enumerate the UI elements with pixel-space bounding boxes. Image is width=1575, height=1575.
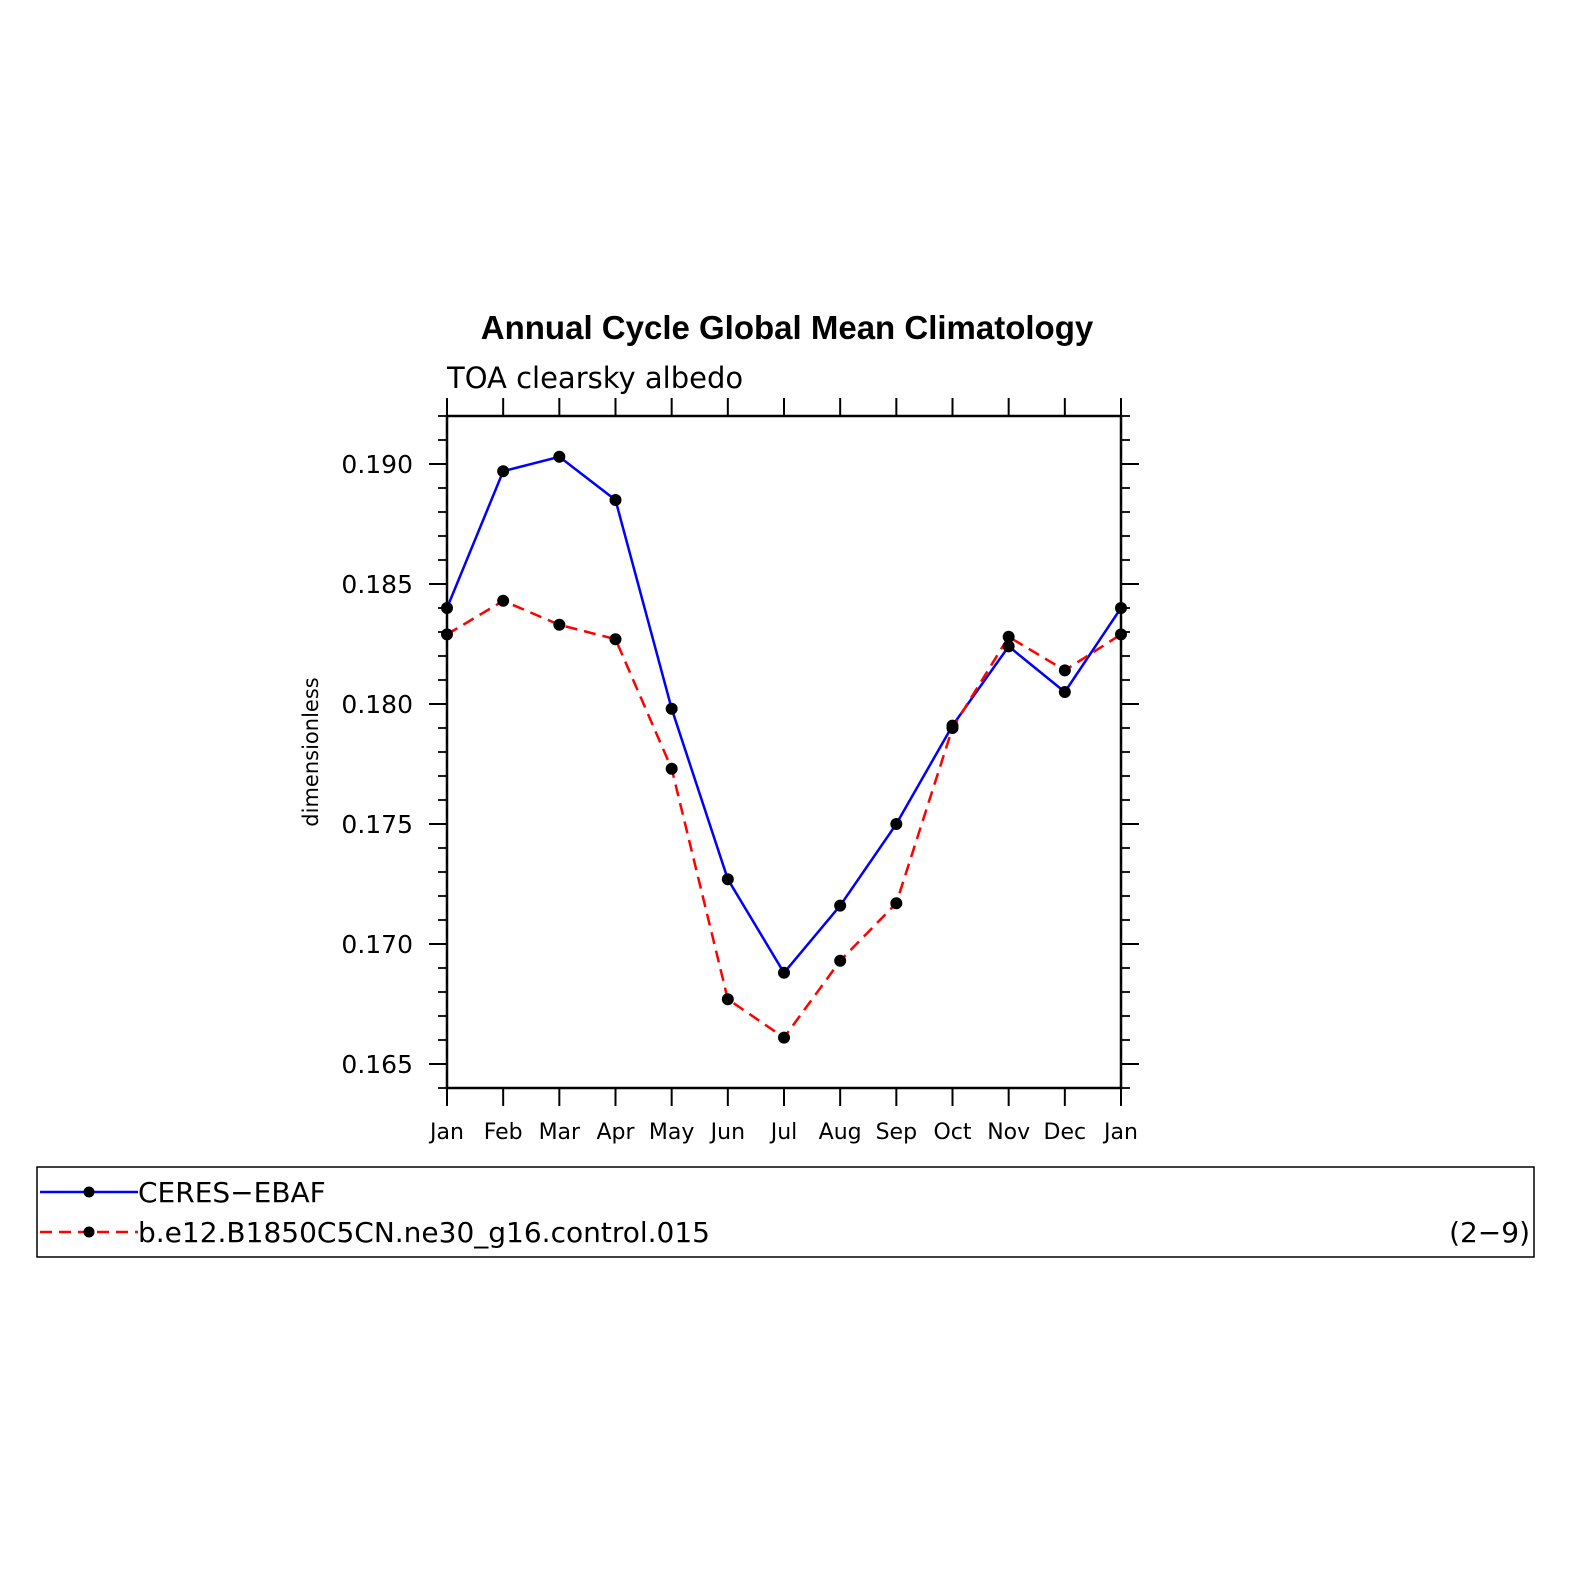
x-tick-label: Jun	[709, 1120, 745, 1145]
x-tick-label: Jan	[1102, 1120, 1138, 1145]
data-point-series-1	[721, 873, 734, 886]
legend-marker-series-2	[83, 1226, 95, 1238]
y-tick-label: 0.165	[341, 1050, 413, 1079]
x-tick-label: Dec	[1044, 1120, 1087, 1145]
series-lines	[445, 455, 1123, 1039]
plot-frame	[445, 414, 1123, 1090]
data-point-series-2	[890, 897, 903, 910]
axes: Jan Feb Mar Apr May Jun Jul Aug Sep Oct Nov Dec Jan 0…	[341, 398, 1139, 1145]
data-point-series-2	[1115, 628, 1127, 641]
data-point-series-1	[553, 450, 566, 463]
x-tick-label: Apr	[596, 1120, 635, 1145]
legend-label-series-2: b.e12.B1850C5CN.ne30_g16.control.015	[138, 1216, 710, 1249]
x-tick-label: Mar	[539, 1120, 581, 1145]
legend-marker-series-1	[83, 1186, 95, 1198]
panel-annotation: (2−9)	[1449, 1216, 1530, 1249]
data-point-series-1	[778, 966, 790, 979]
data-point-series-2	[1058, 664, 1071, 677]
data-point-series-2	[609, 633, 622, 646]
data-point-series-2	[834, 954, 847, 967]
y-tick-label: 0.190	[341, 450, 413, 479]
data-point-series-1	[1058, 686, 1071, 698]
data-point-series-2	[665, 762, 678, 775]
x-tick-label: May	[649, 1120, 694, 1145]
y-tick-label: 0.175	[341, 810, 413, 839]
data-point-series-1	[497, 465, 510, 478]
legend-label-series-1: CERES−EBAF	[138, 1176, 326, 1209]
y-tick-label: 0.185	[341, 570, 413, 599]
x-tick-label: Feb	[484, 1120, 523, 1145]
data-point-series-1	[1115, 602, 1127, 614]
data-point-series-1	[609, 494, 622, 506]
x-tick-label: Nov	[987, 1120, 1030, 1145]
data-point-series-2	[721, 993, 734, 1006]
data-point-series-1	[1002, 640, 1015, 653]
data-point-series-2	[441, 628, 453, 641]
series-markers	[441, 450, 1127, 1044]
legend: CERES−EBAF b.e12.B1850C5CN.ne30_g16.cont…	[36, 1166, 1535, 1258]
x-tick-label: Aug	[819, 1120, 862, 1145]
x-tick-label: Jan	[428, 1120, 464, 1145]
data-point-series-2	[1002, 630, 1015, 643]
legend-box	[36, 1166, 1535, 1258]
x-tick-label: Sep	[876, 1120, 917, 1145]
data-point-series-2	[553, 618, 566, 631]
x-tick-label: Oct	[933, 1120, 971, 1145]
data-point-series-1	[441, 602, 453, 614]
x-tick-label: Jul	[769, 1120, 798, 1145]
chart-title: Annual Cycle Global Mean Climatology	[481, 309, 1094, 346]
y-axis-label: dimensionless	[299, 677, 323, 826]
y-tick-label: 0.180	[341, 690, 413, 719]
data-point-series-1	[665, 702, 678, 715]
y-tick-label: 0.170	[341, 930, 413, 959]
chart-subtitle: TOA clearsky albedo	[446, 361, 743, 395]
data-point-series-1	[834, 899, 847, 912]
data-point-series-2	[497, 594, 510, 607]
data-point-series-2	[778, 1031, 790, 1044]
data-point-series-1	[890, 818, 903, 830]
series-line-1	[445, 455, 1123, 975]
data-point-series-2	[946, 722, 959, 734]
